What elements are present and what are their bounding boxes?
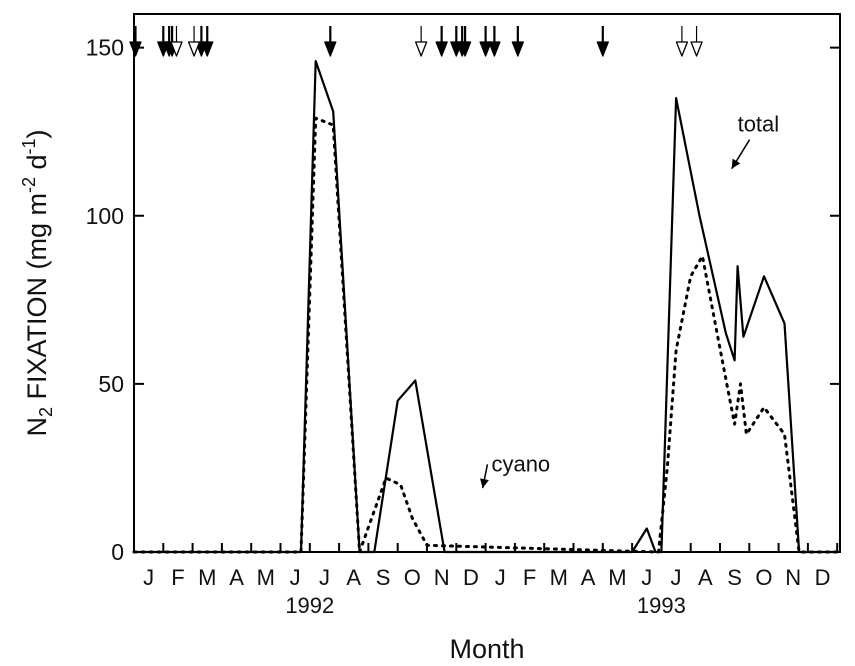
x-tick-label-10: N — [434, 565, 450, 590]
year-label-0: 1992 — [285, 593, 334, 618]
filled-arrow-marker-0 — [129, 26, 142, 57]
marker-head — [596, 41, 609, 57]
y-tick-label-3: 150 — [86, 35, 124, 61]
open-arrow-marker-2 — [414, 26, 428, 57]
marker-head — [414, 41, 428, 57]
x-tick-label-0: J — [143, 565, 154, 590]
annotation-arrowhead-total — [731, 158, 741, 169]
x-tick-label-14: M — [550, 565, 568, 590]
data-lines — [132, 60, 839, 554]
filled-arrow-marker-11 — [479, 26, 492, 57]
x-tick-label-4: M — [257, 565, 275, 590]
x-tick-label-20: S — [727, 565, 742, 590]
open-arrow-marker-1 — [187, 26, 201, 57]
y-tick-label-2: 100 — [86, 203, 124, 229]
x-tick-label-6: J — [319, 565, 330, 590]
filled-arrow-marker-12 — [488, 26, 501, 57]
marker-head — [187, 41, 201, 57]
x-tick-label-7: A — [346, 565, 361, 590]
x-tick-label-13: F — [523, 565, 536, 590]
open-arrow-marker-3 — [675, 26, 689, 57]
x-tick-label-2: M — [198, 565, 216, 590]
filled-arrow-marker-14 — [596, 26, 609, 57]
y-axis-title: N2 FIXATION (mg m-2 d-1) — [19, 129, 56, 436]
x-tick-label-23: D — [815, 565, 831, 590]
year-label-1: 1993 — [637, 593, 686, 618]
marker-head — [201, 41, 214, 57]
x-tick-label-8: S — [376, 565, 391, 590]
x-tick-label-17: J — [641, 565, 652, 590]
open-arrow-marker-0 — [170, 26, 183, 57]
marker-head — [435, 41, 448, 57]
x-tick-label-15: A — [581, 565, 596, 590]
x-tick-label-12: J — [495, 565, 506, 590]
marker-head — [488, 41, 501, 57]
filled-arrow-marker-10 — [458, 26, 472, 57]
marker-head — [170, 41, 183, 57]
annotation-arrowhead-cyano — [480, 478, 489, 489]
filled-arrow-marker-5 — [201, 26, 214, 57]
marker-head — [458, 41, 472, 57]
x-tick-label-18: J — [671, 565, 682, 590]
x-tick-label-9: O — [404, 565, 421, 590]
marker-head — [479, 41, 492, 57]
y-tick-label-0: 0 — [111, 539, 124, 565]
x-axis-title: Month — [449, 634, 524, 664]
marker-head — [511, 41, 524, 57]
x-tick-label-21: O — [755, 565, 772, 590]
x-tick-label-5: J — [290, 565, 301, 590]
x-tick-label-19: A — [698, 565, 713, 590]
x-tick-label-16: M — [608, 565, 626, 590]
annotations: total cyano — [480, 112, 780, 489]
marker-head — [690, 41, 703, 57]
x-tick-label-11: D — [463, 565, 479, 590]
marker-head — [675, 41, 689, 57]
x-tick-label-1: F — [171, 565, 184, 590]
filled-arrow-marker-13 — [511, 26, 524, 57]
filled-arrow-marker-6 — [324, 26, 337, 57]
marker-head — [324, 41, 337, 57]
series-line-0 — [134, 60, 838, 554]
open-arrow-marker-4 — [690, 26, 703, 57]
x-tick-label-3: A — [229, 565, 244, 590]
y-tick-label-1: 50 — [98, 371, 124, 397]
annotation-total: total — [738, 112, 780, 137]
series-line-1 — [132, 116, 839, 554]
x-tick-label-22: N — [785, 565, 801, 590]
marker-head — [129, 41, 142, 57]
annotation-cyano: cyano — [491, 451, 550, 476]
filled-arrow-marker-7 — [435, 26, 448, 57]
top-markers — [129, 26, 703, 57]
y-axis-ticks: 0 50 100 150 — [86, 35, 840, 565]
plot-frame — [133, 13, 841, 553]
